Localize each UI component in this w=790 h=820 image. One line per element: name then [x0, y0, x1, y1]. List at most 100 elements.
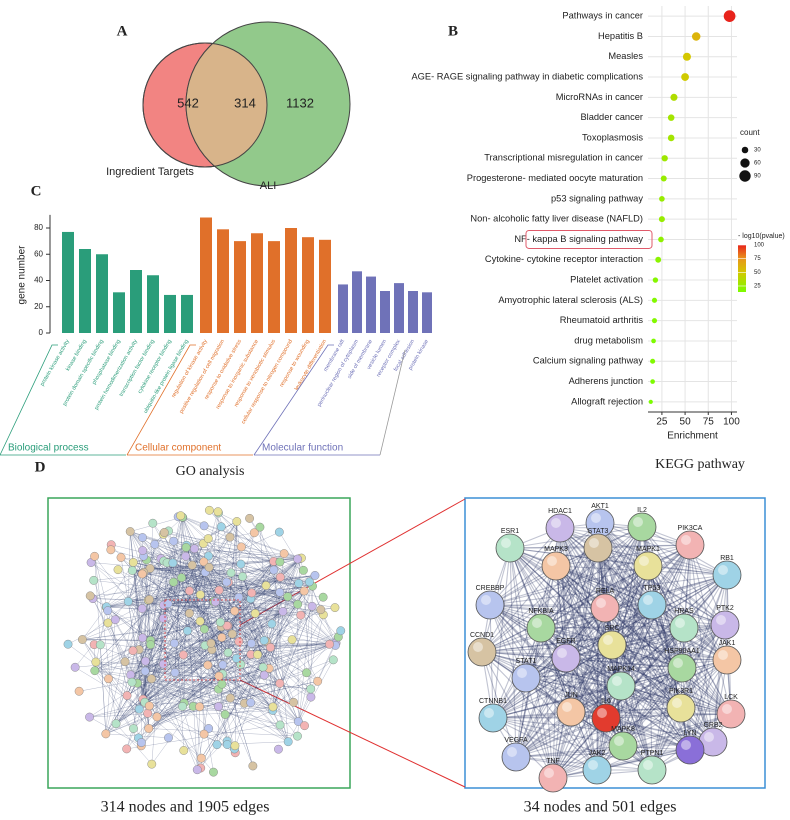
edge: [82, 611, 283, 640]
edge: [689, 624, 726, 751]
edge: [282, 558, 298, 612]
edge: [525, 547, 599, 679]
edge: [130, 526, 261, 676]
edge: [565, 657, 683, 669]
edge: [130, 654, 251, 676]
edge: [194, 548, 274, 562]
edge: [164, 532, 302, 559]
network-frame: [47, 497, 351, 789]
edge: [160, 558, 229, 653]
node: [146, 640, 155, 650]
edge: [525, 677, 682, 709]
edge: [204, 511, 219, 646]
edge: [565, 657, 624, 747]
bar: [130, 270, 142, 333]
y-tick-label: Calcium signaling pathway: [533, 356, 643, 366]
node: [185, 608, 194, 618]
node-shine: [612, 676, 622, 686]
edge: [142, 537, 187, 546]
edge: [605, 604, 653, 719]
edge: [92, 598, 149, 601]
node: [85, 712, 94, 722]
edge: [272, 659, 334, 708]
edge: [525, 677, 598, 771]
edge: [481, 627, 685, 653]
panel-label: C: [31, 183, 42, 199]
edge: [163, 604, 283, 612]
edge: [154, 544, 298, 605]
edge: [105, 572, 206, 734]
edge: [303, 590, 312, 698]
node: [145, 564, 155, 573]
edge: [194, 548, 240, 598]
node: [111, 719, 121, 729]
node: [526, 613, 556, 643]
node: [267, 619, 277, 629]
edge: [509, 547, 682, 709]
node: [666, 693, 696, 723]
legend-label: 60: [754, 161, 761, 167]
edge: [622, 544, 691, 747]
edge: [540, 526, 643, 629]
node-label: PIK3CA: [678, 525, 703, 532]
node: [134, 704, 144, 714]
node: [169, 577, 178, 587]
edge: [133, 562, 324, 615]
caption: GO analysis: [176, 464, 245, 479]
node: [467, 637, 497, 667]
edge: [481, 651, 682, 709]
edge: [156, 702, 251, 718]
edge: [139, 642, 337, 710]
node: [150, 539, 160, 549]
edge: [94, 556, 117, 724]
node: [103, 606, 113, 616]
node: [120, 657, 130, 667]
edge: [647, 565, 728, 661]
node: [247, 639, 256, 648]
node: [158, 659, 168, 669]
node-shine: [639, 556, 649, 566]
edge: [249, 518, 337, 644]
node: [511, 663, 541, 693]
edge: [132, 570, 229, 627]
y-tick-label: drug metabolism: [574, 335, 643, 345]
edge: [509, 547, 653, 606]
edge: [515, 604, 653, 758]
edge: [151, 605, 164, 765]
edge: [565, 657, 714, 743]
node-shine: [551, 518, 561, 528]
edge: [138, 517, 183, 710]
node: [70, 662, 80, 672]
edge: [221, 637, 267, 642]
node-shine: [532, 618, 542, 628]
node-label: MAPK3: [544, 546, 568, 553]
node: [185, 586, 194, 596]
edge: [142, 550, 158, 717]
edge: [611, 644, 732, 715]
node: [178, 650, 188, 660]
edge: [555, 565, 653, 606]
edge: [622, 627, 685, 747]
edge: [94, 538, 209, 671]
edge: [540, 627, 682, 709]
edge: [492, 607, 606, 719]
node: [125, 527, 135, 536]
legend-label: 25: [754, 284, 761, 290]
edge: [181, 577, 324, 598]
y-tick-label: 0: [39, 328, 44, 337]
node: [245, 513, 254, 523]
node-shine: [481, 595, 491, 605]
node: [627, 512, 657, 542]
y-tick-label: 60: [34, 249, 43, 258]
edge: [481, 651, 622, 687]
edge: [129, 531, 190, 614]
node: [127, 677, 137, 687]
node: [675, 530, 705, 560]
node: [495, 533, 525, 563]
node-label: LCK: [724, 694, 738, 701]
edge: [82, 606, 107, 640]
edge: [197, 590, 305, 770]
edge: [540, 627, 732, 715]
x-axis-label: Enrichment: [667, 431, 718, 442]
